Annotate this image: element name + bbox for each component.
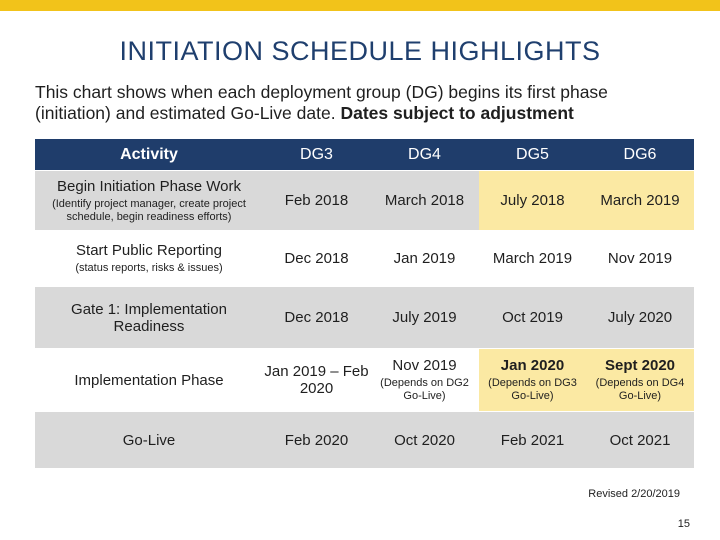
dg4-cell: March 2018: [370, 170, 479, 231]
page-number: 15: [677, 518, 690, 530]
dg3-cell: Feb 2020: [263, 411, 370, 469]
table-row: Begin Initiation Phase Work (Identify pr…: [35, 170, 694, 231]
intro-paragraph: This chart shows when each deployment gr…: [35, 82, 675, 136]
top-accent-bar: [0, 0, 720, 11]
revised-date: Revised 2/20/2019: [588, 488, 680, 500]
dg4-date: Nov 2019: [392, 357, 457, 374]
dg6-cell: March 2019: [586, 170, 694, 231]
dg6-date: Sept 2020: [604, 357, 676, 374]
activity-label: Implementation Phase: [74, 371, 224, 389]
activity-cell: Start Public Reporting (status reports, …: [35, 230, 263, 287]
dg4-note: (Depends on DG2 Go-Live): [380, 377, 469, 402]
intro-text: This chart shows when each deployment gr…: [35, 82, 608, 123]
dg4-cell: Oct 2020: [370, 411, 479, 469]
dg4-cell: Jan 2019: [370, 230, 479, 287]
dg5-cell: March 2019: [479, 230, 586, 287]
dg5-cell: July 2018: [479, 170, 586, 231]
dg4-cell: Nov 2019 (Depends on DG2 Go-Live): [370, 348, 479, 412]
dg6-cell: Nov 2019: [586, 230, 694, 287]
header-activity: Activity: [35, 139, 263, 171]
activity-label: Go-Live: [122, 431, 176, 449]
dg3-cell: Feb 2018: [263, 170, 370, 231]
dg6-cell: July 2020: [586, 286, 694, 349]
intro-bold-text: Dates subject to adjustment: [340, 103, 574, 123]
header-dg5: DG5: [479, 139, 586, 171]
dg6-cell: Sept 2020 (Depends on DG4 Go-Live): [586, 348, 694, 412]
dg3-cell: Dec 2018: [263, 230, 370, 287]
dg3-cell: Jan 2019 – Feb 2020: [263, 348, 370, 412]
dg5-date: Jan 2020: [500, 357, 565, 374]
dg5-cell: Oct 2019: [479, 286, 586, 349]
activity-label: Start Public Reporting: [76, 242, 222, 259]
activity-label: Gate 1: Implementation Readiness: [71, 300, 227, 335]
schedule-table: Activity DG3 DG4 DG5 DG6 Begin Initiatio…: [35, 139, 694, 469]
dg4-cell: July 2019: [370, 286, 479, 349]
activity-note: (Identify project manager, create projec…: [52, 197, 246, 223]
activity-cell: Implementation Phase: [35, 348, 263, 412]
table-row: Implementation Phase Jan 2019 – Feb 2020…: [35, 348, 694, 412]
slide-title: INITIATION SCHEDULE HIGHLIGHTS: [119, 36, 601, 66]
activity-cell: Gate 1: Implementation Readiness: [35, 286, 263, 349]
dg5-cell: Jan 2020 (Depends on DG3 Go-Live): [479, 348, 586, 412]
table-row: Start Public Reporting (status reports, …: [35, 230, 694, 287]
dg6-cell: Oct 2021: [586, 411, 694, 469]
header-dg6: DG6: [586, 139, 694, 171]
header-dg3: DG3: [263, 139, 370, 171]
activity-cell: Begin Initiation Phase Work (Identify pr…: [35, 170, 263, 231]
activity-cell: Go-Live: [35, 411, 263, 469]
dg5-note: (Depends on DG3 Go-Live): [488, 377, 577, 402]
activity-note: (status reports, risks & issues): [75, 262, 223, 274]
table-row: Gate 1: Implementation Readiness Dec 201…: [35, 286, 694, 349]
header-dg4: DG4: [370, 139, 479, 171]
table-header-row: Activity DG3 DG4 DG5 DG6: [35, 139, 694, 171]
table-row: Go-Live Feb 2020 Oct 2020 Feb 2021 Oct 2…: [35, 411, 694, 469]
dg5-cell: Feb 2021: [479, 411, 586, 469]
dg6-note: (Depends on DG4 Go-Live): [595, 377, 685, 402]
activity-label: Begin Initiation Phase Work: [57, 177, 241, 195]
dg3-cell: Dec 2018: [263, 286, 370, 349]
